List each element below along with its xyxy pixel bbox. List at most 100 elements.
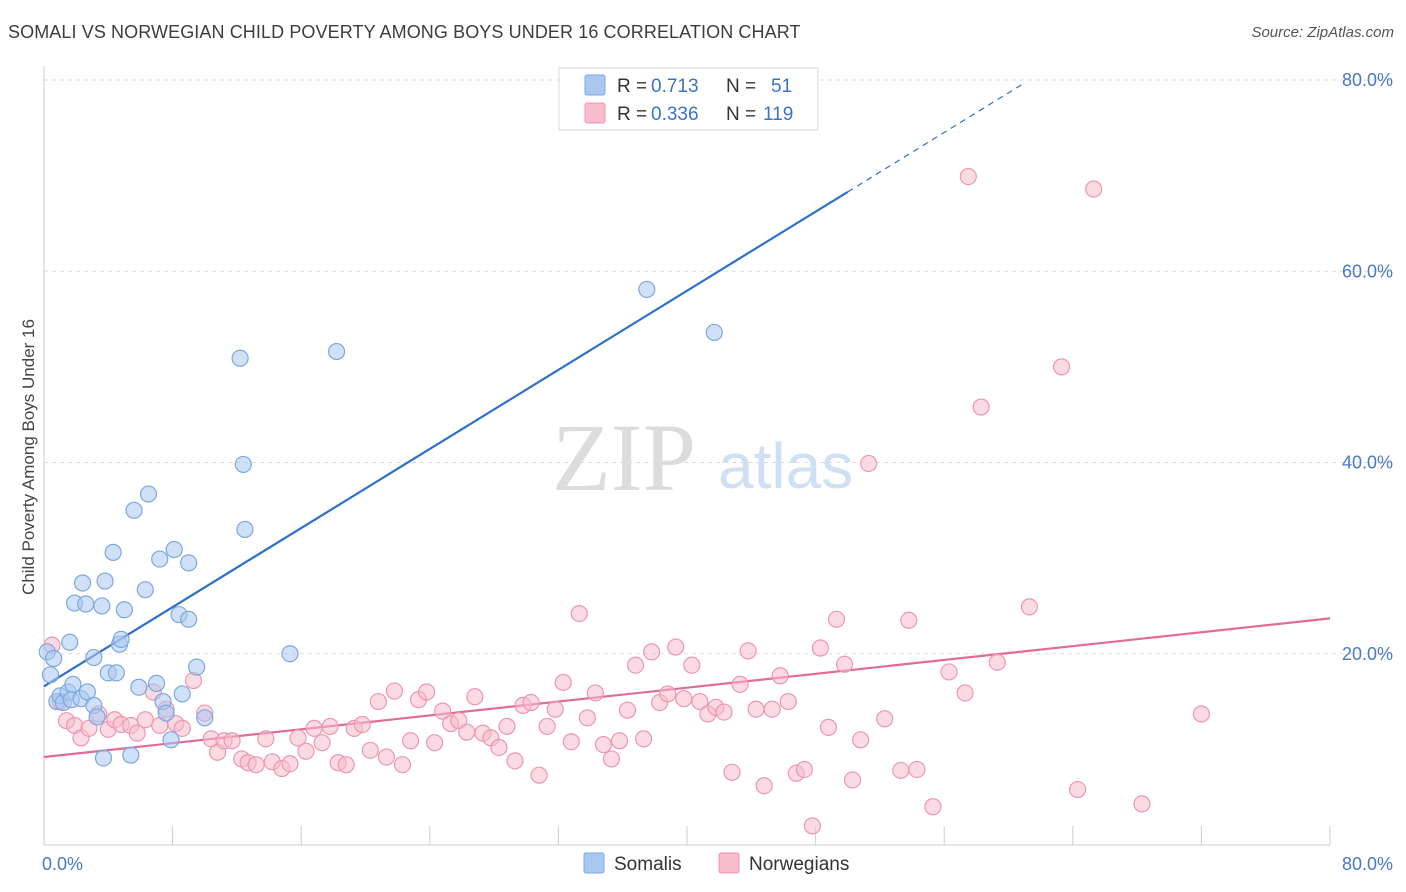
norwegian-point [739,642,757,660]
bottom-legend-swatch-norwegians [718,852,740,874]
somali-point [96,572,114,590]
somali-point [180,554,198,572]
trend-line-somalis-extension [847,82,1025,193]
norwegian-point [434,702,452,720]
norwegian-point [618,701,637,719]
legend-n-label-norwegians: N = [726,104,756,125]
somali-point [107,664,125,682]
somali-point [151,550,169,568]
norwegian-point [417,683,436,701]
norwegian-point [972,398,990,416]
norwegian-point [747,700,765,718]
somali-point [234,455,252,474]
bottom-legend-label-somalis: Somalis [614,854,682,875]
norwegian-point [369,692,387,711]
norwegian-point [562,733,580,751]
norwegian-point [956,684,974,702]
trend-line-somalis [43,190,849,688]
norwegian-point [827,610,846,628]
bottom-legend: Somalis Norwegians [583,852,849,875]
norwegian-point [675,690,693,708]
norwegian-point [530,766,548,784]
somali-point [147,674,166,692]
norwegian-point [811,639,830,657]
norwegian-point [771,667,789,685]
x-tick-label: 0.0% [42,854,83,874]
watermark-zip: ZIP [552,404,696,511]
norwegian-point [586,684,604,702]
legend-n-value-somalis: 51 [771,76,792,97]
norwegian-point [1133,795,1151,813]
somali-point [638,280,656,299]
norwegian-point [570,604,588,623]
norwegian-point [755,777,773,795]
norwegian-point [401,732,420,750]
norwegian-point [321,717,339,736]
somali-point [180,610,198,628]
norwegian-point [546,700,564,718]
somali-point [130,678,148,696]
norwegian-point [506,752,524,770]
tick-labels: 20.0% 40.0% 60.0% 80.0% 0.0% 80.0% [42,70,1393,874]
norwegian-point [634,730,653,748]
somali-point [104,543,122,561]
norwegian-point [779,692,797,711]
trend-lines [43,82,1331,759]
norwegian-point [289,729,307,747]
norwegian-point [795,760,813,779]
somali-point [236,520,254,539]
norwegian-point [892,761,910,780]
norwegian-point [458,723,476,741]
y-axis-label: Child Poverty Among Boys Under 16 [19,319,38,595]
norwegian-point [602,750,621,768]
norwegian-point [683,656,701,674]
somali-point [45,649,63,668]
norwegian-point [337,756,355,774]
norwegian-point [763,700,781,718]
norwegian-point [128,724,146,742]
legend-r-value-somalis: 0.713 [651,76,699,97]
norwegian-point [626,656,645,674]
norwegian-point [843,771,862,789]
y-tick-label: 20.0% [1342,644,1393,664]
norwegian-point [1052,358,1071,376]
norwegian-point [490,738,508,757]
chart-title: SOMALI VS NORWEGIAN CHILD POVERTY AMONG … [8,22,801,42]
norwegian-point [731,675,749,693]
somali-point [88,708,106,726]
norwegian-point [819,718,838,736]
somali-point [94,749,113,767]
norwegian-point [247,756,265,774]
norwegian-point [361,741,379,759]
norwegian-point [643,643,661,661]
norwegian-point [876,710,894,728]
norwegian-point [466,688,484,706]
somali-point [162,731,180,749]
norwegian-point [924,798,942,816]
norwegian-point [578,709,596,727]
norwegian-point [988,653,1006,671]
norwegian-point [1020,598,1038,616]
norwegian-point [393,756,412,774]
norwegian-point [522,693,540,712]
somali-point [136,581,154,599]
norwegian-point [900,611,918,629]
somali-point [327,342,346,361]
data-points [38,167,1211,835]
norwegian-point [281,755,299,773]
norwegian-point [803,817,821,835]
legend-swatch-norwegians [584,102,606,124]
norwegian-point [691,692,709,711]
legend-n-label-somalis: N = [726,76,756,97]
watermark: ZIP atlas [552,404,853,511]
trend-line-norwegians [43,617,1331,759]
norwegian-point [860,454,878,473]
norwegian-point [173,719,191,737]
norwegian-point [305,719,323,737]
somali-point [93,597,111,615]
norwegian-point [1085,180,1103,198]
legend-r-value-norwegians: 0.336 [651,104,699,125]
norwegian-point [852,731,870,749]
source-credit: Source: ZipAtlas.com [1251,24,1394,41]
somali-point [115,601,133,619]
